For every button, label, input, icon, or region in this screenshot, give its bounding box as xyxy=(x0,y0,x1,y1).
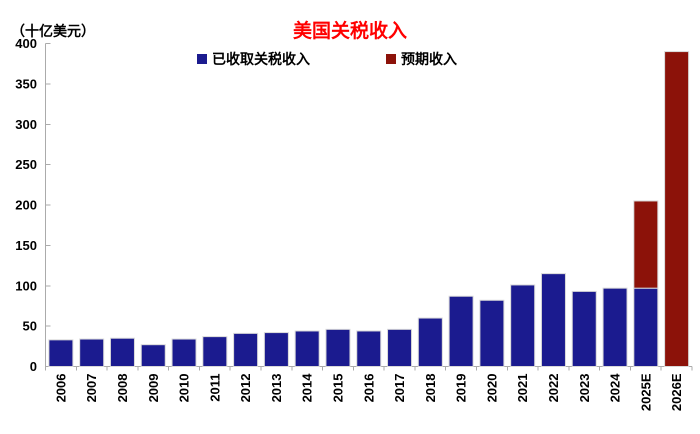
collected-bar-segment-2015 xyxy=(325,328,351,368)
y-axis-unit-label: （十亿美元） xyxy=(11,23,95,39)
collected-bar-segment-2024 xyxy=(602,287,628,367)
collected-square-swatch-icon xyxy=(197,54,207,64)
collected-bar-segment-2017 xyxy=(387,328,413,368)
collected-bar-segment-2008 xyxy=(109,337,135,367)
collected-bar-segment-2022 xyxy=(540,273,566,368)
expected-bar-segment-2025E xyxy=(633,200,659,289)
x-tick-label-2024: 2024 xyxy=(608,373,623,403)
collected-bar-segment-2007 xyxy=(79,338,105,368)
collected-bar-segment-2018 xyxy=(417,317,443,367)
collected-bar-segment-2012 xyxy=(233,332,259,367)
legend-item-expected: 预期收入 xyxy=(386,51,457,67)
y-tick-label: 400 xyxy=(15,36,37,51)
collected-bar-segment-2023 xyxy=(571,290,597,367)
collected-bar-segment-2009 xyxy=(140,344,166,368)
collected-bar-segment-2013 xyxy=(263,332,289,367)
x-tick-label-2016: 2016 xyxy=(361,374,376,403)
x-tick-label-2020: 2020 xyxy=(484,373,499,402)
x-tick-label-2015: 2015 xyxy=(330,374,345,403)
chart-title: 美国关税收入 xyxy=(292,21,407,42)
y-tick-label: 250 xyxy=(15,157,37,172)
x-tick-label-2008: 2008 xyxy=(115,374,130,403)
legend-item-collected: 已收取关税收入 xyxy=(197,51,310,67)
y-tick-label: 0 xyxy=(30,359,37,374)
expected-square-swatch-icon xyxy=(386,54,396,64)
x-tick-label-2007: 2007 xyxy=(84,374,99,403)
x-tick-label-2010: 2010 xyxy=(177,374,192,403)
collected-bar-segment-2006 xyxy=(48,339,74,368)
collected-bar-segment-2019 xyxy=(448,295,474,367)
x-tick-label-2019: 2019 xyxy=(454,374,469,403)
legend-label-collected: 已收取关税收入 xyxy=(212,51,310,67)
y-tick-label: 50 xyxy=(23,319,37,334)
x-tick-label-2018: 2018 xyxy=(423,374,438,403)
x-tick-label-2013: 2013 xyxy=(269,374,284,403)
x-tick-label-2025E: 2025E xyxy=(638,373,653,411)
collected-bar-segment-2010 xyxy=(171,338,197,368)
collected-bar-segment-2011 xyxy=(202,336,228,367)
y-tick-label: 350 xyxy=(15,76,37,91)
x-tick-label-2014: 2014 xyxy=(300,373,315,403)
y-tick-label: 300 xyxy=(15,117,37,132)
x-tick-label-2023: 2023 xyxy=(577,374,592,403)
x-tick-label-2009: 2009 xyxy=(146,374,161,403)
x-tick-label-2021: 2021 xyxy=(515,374,530,403)
collected-bar-segment-2016 xyxy=(356,330,382,367)
y-tick-label: 150 xyxy=(15,238,37,253)
x-tick-label-2012: 2012 xyxy=(238,374,253,403)
x-tick-label-2006: 2006 xyxy=(53,374,68,403)
x-tick-label-2026E: 2026E xyxy=(669,373,684,411)
collected-bar-segment-2025E xyxy=(633,287,659,367)
x-tick-label-2017: 2017 xyxy=(392,374,407,403)
legend-label-expected: 预期收入 xyxy=(401,51,457,67)
collected-bar-segment-2020 xyxy=(479,299,505,367)
collected-bar-segment-2014 xyxy=(294,330,320,367)
expected-bar-segment-2026E xyxy=(664,51,690,367)
y-tick-label: 100 xyxy=(15,278,37,293)
x-tick-label-2011: 2011 xyxy=(207,374,222,402)
collected-bar-segment-2021 xyxy=(510,284,536,368)
x-tick-label-2022: 2022 xyxy=(546,374,561,403)
y-tick-label: 200 xyxy=(15,198,37,213)
